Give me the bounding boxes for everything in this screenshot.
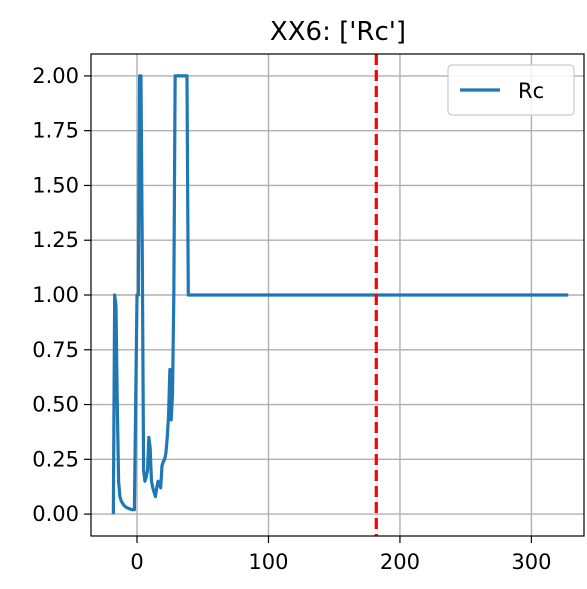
x-tick-label: 300: [511, 550, 551, 574]
y-tick-label: 1.50: [32, 173, 79, 197]
legend-box: [447, 64, 575, 116]
chart-title: XX6: ['Rc']: [270, 17, 406, 47]
legend-label: Rc: [518, 79, 544, 103]
y-tick-label: 2.00: [32, 64, 79, 88]
axis-layer: 0 100 200 300 0.00 0.25 0.50 0.75 1.00 1.25 1.50 1.…: [32, 64, 551, 574]
legend: Rc: [447, 64, 575, 116]
y-tick-label: 0.00: [32, 502, 79, 526]
y-tick-label: 0.75: [32, 338, 79, 362]
x-tick-label: 100: [248, 550, 288, 574]
y-tick-label: 0.25: [32, 447, 79, 471]
y-tick-label: 1.00: [32, 283, 79, 307]
y-tick-label: 1.75: [32, 119, 79, 143]
x-tick-label: 0: [130, 550, 143, 574]
y-tick-label: 1.25: [32, 228, 79, 252]
x-tick-label: 200: [380, 550, 420, 574]
series-layer: [111, 74, 569, 515]
y-tick-label: 0.50: [32, 393, 79, 417]
series-line-rc: [111, 74, 569, 515]
